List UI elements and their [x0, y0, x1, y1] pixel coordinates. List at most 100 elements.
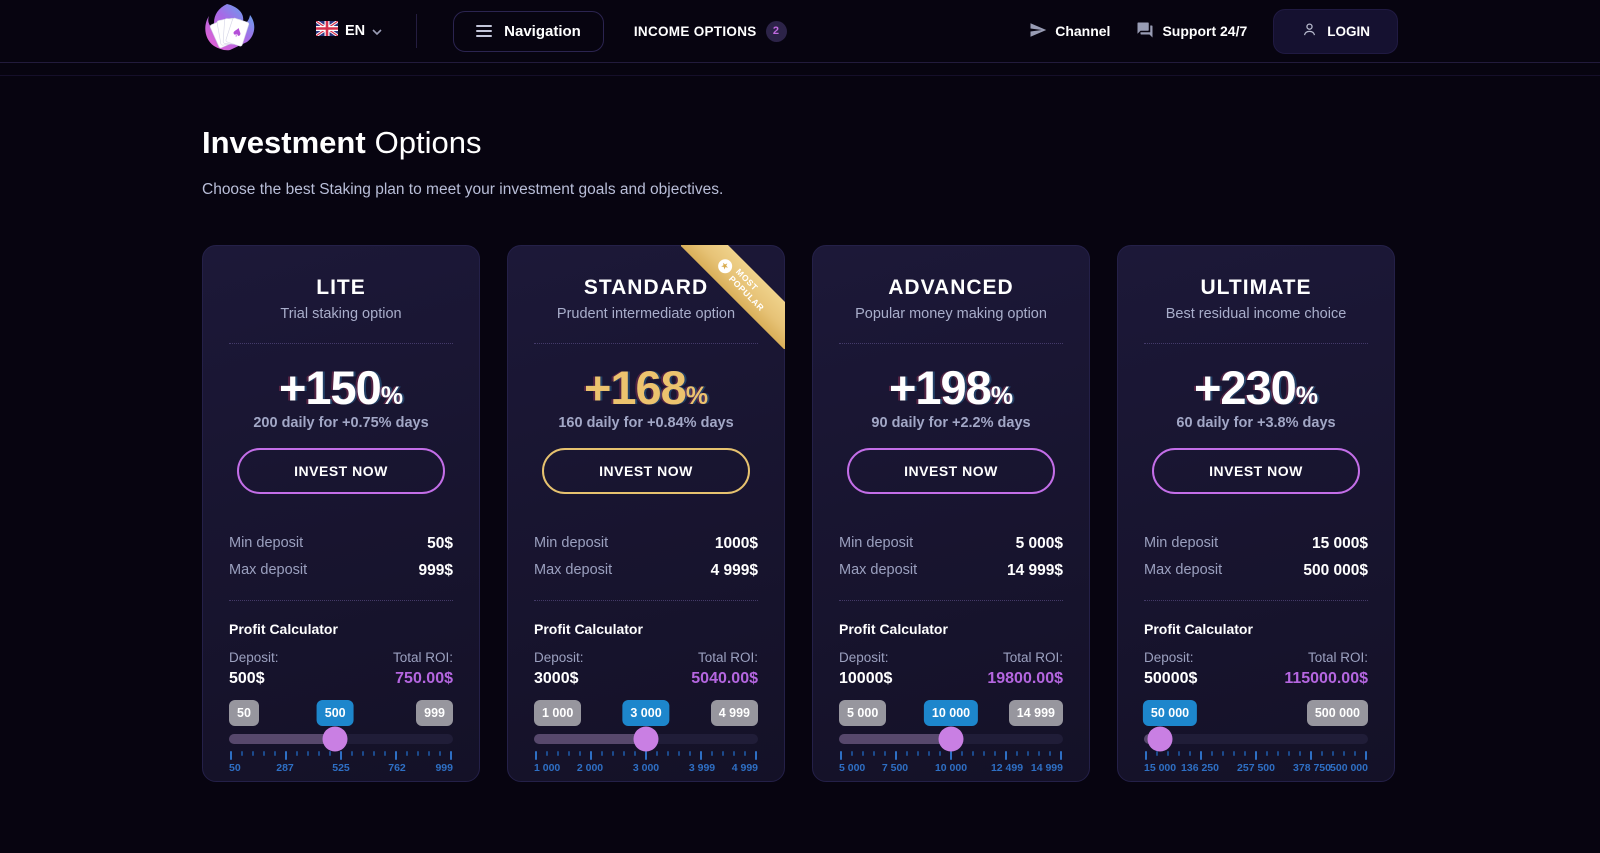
plan-rate: +168%	[534, 363, 758, 412]
plan-cards-grid: LITE Trial staking option +150% 200 dail…	[202, 244, 1398, 782]
slider-track[interactable]	[534, 726, 758, 752]
plan-duration: 90 daily for +2.2% days	[871, 414, 1031, 431]
slider-ticks	[1144, 750, 1368, 760]
slider-value-badge: 10 000	[923, 699, 979, 726]
scale-label: 525	[332, 761, 350, 774]
divider	[229, 599, 453, 601]
deposit-label: Deposit:	[229, 649, 279, 665]
slider-value-badge: 500	[316, 699, 354, 726]
plan-rate: +198%	[839, 360, 1063, 414]
slider-scale: 50 287 525 762 999	[229, 762, 453, 775]
channel-link[interactable]: Channel	[1029, 21, 1110, 42]
menu-icon	[476, 25, 493, 37]
max-deposit-row: Max deposit 999$	[229, 561, 453, 580]
support-label: Support 24/7	[1162, 23, 1248, 39]
scale-label: 3 999	[688, 761, 716, 774]
income-options-link[interactable]: INCOME OPTIONS 2	[633, 20, 787, 42]
income-options-label: INCOME OPTIONS	[633, 23, 757, 39]
total-roi-value: 750.00$	[395, 669, 453, 687]
plan-duration: 160 daily for +0.84% days	[558, 414, 734, 431]
deposit-label: Deposit:	[534, 649, 584, 665]
slider-thumb[interactable]	[1147, 726, 1173, 752]
invest-now-button[interactable]: INVEST NOW	[847, 447, 1055, 494]
header-divider	[416, 14, 418, 48]
slider-value-badge: 50 000	[1142, 699, 1198, 726]
slider-fill	[229, 733, 336, 744]
plan-name: ADVANCED	[888, 275, 1014, 299]
plan-rate: +230%	[1144, 363, 1368, 412]
playing-cards-flame-icon: ♠	[202, 3, 260, 60]
slider-scale: 15 000 136 250 257 500 378 750 500 000	[1144, 762, 1368, 775]
plan-card-ultimate: ULTIMATE Best residual income choice +23…	[1117, 244, 1395, 782]
scale-label: 4 999	[731, 761, 758, 774]
scale-label: 15 000	[1144, 761, 1177, 774]
scale-label: 378 750	[1293, 761, 1331, 774]
plan-name: LITE	[316, 275, 366, 299]
scale-label: 12 499	[990, 761, 1024, 774]
slider-thumb[interactable]	[322, 726, 348, 752]
rate-percent-sign: %	[990, 381, 1014, 410]
divider	[839, 599, 1063, 601]
login-button[interactable]: LOGIN	[1273, 8, 1398, 54]
login-button-label: LOGIN	[1327, 23, 1370, 39]
slider-track[interactable]	[229, 726, 453, 752]
page-subtitle: Choose the best Staking plan to meet you…	[202, 180, 724, 198]
min-deposit-value: 1000$	[714, 534, 758, 552]
scale-label: 10 000	[934, 761, 968, 774]
plan-name: ULTIMATE	[1200, 275, 1312, 299]
max-deposit-label: Max deposit	[534, 561, 613, 578]
min-deposit-label: Min deposit	[839, 534, 914, 551]
min-deposit-row: Min deposit 50$	[229, 534, 453, 553]
person-icon	[1301, 21, 1318, 41]
rate-value: +150	[278, 360, 382, 414]
max-deposit-label: Max deposit	[1144, 561, 1223, 578]
max-deposit-value: 999$	[418, 561, 453, 579]
language-selector[interactable]: EN	[315, 19, 382, 41]
chevron-down-icon	[372, 22, 382, 40]
scale-label: 2 000	[576, 761, 604, 774]
header: ♠ EN	[0, 0, 1600, 63]
navigation-button[interactable]: Navigation	[453, 10, 604, 52]
scale-label: 136 250	[1181, 761, 1219, 774]
rate-value: +198	[888, 360, 992, 414]
invest-now-button[interactable]: INVEST NOW	[237, 447, 445, 494]
divider	[1144, 599, 1368, 601]
invest-now-button[interactable]: INVEST NOW	[542, 447, 750, 494]
scale-label: 257 500	[1237, 761, 1275, 774]
plan-duration: 60 daily for +3.8% days	[1176, 414, 1336, 431]
invest-now-button[interactable]: INVEST NOW	[1152, 447, 1360, 494]
slider-scale: 1 000 2 000 3 000 3 999 4 999	[534, 762, 758, 775]
min-deposit-label: Min deposit	[1144, 534, 1219, 551]
profit-calculator-heading: Profit Calculator	[1144, 620, 1253, 637]
support-link[interactable]: Support 24/7	[1136, 21, 1247, 42]
page-title: Investment Options	[202, 125, 1398, 160]
slider-min-badge: 50	[229, 699, 259, 726]
max-deposit-label: Max deposit	[229, 561, 308, 578]
max-deposit-value: 14 999$	[1006, 561, 1063, 579]
total-roi-label: Total ROI:	[697, 649, 758, 665]
deposit-label: Deposit:	[839, 649, 889, 665]
total-roi-label: Total ROI:	[1307, 649, 1368, 665]
scale-label: 1 000	[534, 761, 561, 774]
investment-options-section: Investment Options Choose the best Stakin…	[202, 125, 1398, 782]
max-deposit-row: Max deposit 500 000$	[1144, 561, 1368, 580]
min-deposit-label: Min deposit	[229, 534, 304, 551]
min-deposit-value: 15 000$	[1311, 534, 1368, 552]
scale-label: 7 500	[881, 761, 909, 774]
slider-thumb[interactable]	[938, 726, 964, 752]
slider-max-badge: 4 999	[710, 699, 758, 726]
scale-label: 5 000	[839, 761, 866, 774]
slider-fill	[839, 733, 951, 744]
min-deposit-value: 50$	[427, 534, 453, 552]
chat-icon	[1136, 21, 1154, 42]
rate-percent-sign: %	[380, 381, 404, 410]
income-options-count-badge: 2	[765, 20, 787, 42]
site-logo[interactable]: ♠	[202, 3, 260, 60]
min-deposit-row: Min deposit 1000$	[534, 534, 758, 553]
rate-percent-sign: %	[1295, 381, 1319, 410]
slider-track[interactable]	[1144, 726, 1368, 752]
slider-thumb[interactable]	[633, 726, 659, 752]
slider-max-badge: 500 000	[1306, 699, 1368, 726]
slider-track[interactable]	[839, 726, 1063, 752]
plan-tagline: Popular money making option	[855, 305, 1047, 322]
